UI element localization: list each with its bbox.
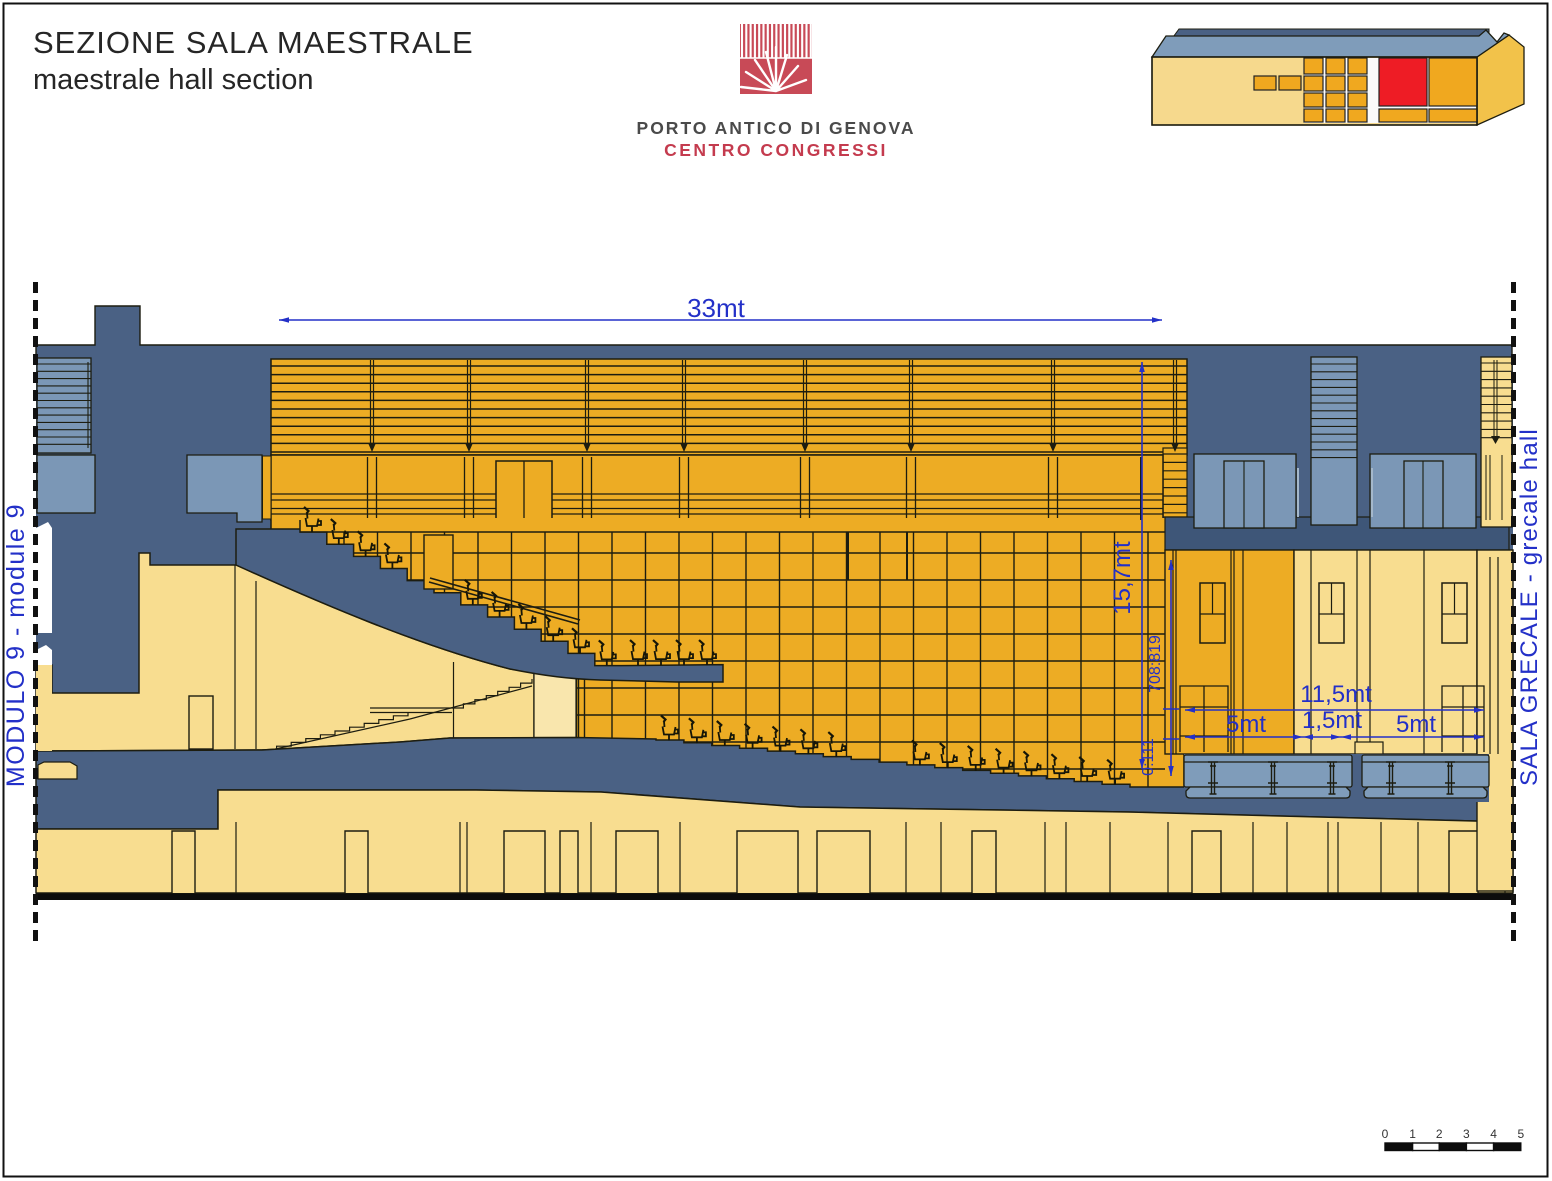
- svg-text:PORTO ANTICO DI GENOVA: PORTO ANTICO DI GENOVA: [637, 118, 916, 138]
- svg-text:SALA GRECALE - grecale hall: SALA GRECALE - grecale hall: [1516, 428, 1543, 786]
- svg-text:33mt: 33mt: [687, 293, 746, 323]
- svg-text:0:111: 0:111: [1140, 738, 1157, 776]
- svg-text:5mt: 5mt: [1226, 711, 1266, 738]
- svg-text:5mt: 5mt: [1396, 711, 1436, 738]
- svg-text:3: 3: [1463, 1127, 1470, 1141]
- svg-text:1,5mt: 1,5mt: [1302, 707, 1362, 734]
- svg-text:0: 0: [1382, 1127, 1389, 1141]
- svg-text:1: 1: [1409, 1127, 1416, 1141]
- svg-text:4: 4: [1490, 1127, 1497, 1141]
- svg-text:15,7mt: 15,7mt: [1109, 541, 1136, 615]
- svg-text:CENTRO CONGRESSI: CENTRO CONGRESSI: [664, 140, 888, 160]
- svg-text:2: 2: [1436, 1127, 1443, 1141]
- svg-text:11,5mt: 11,5mt: [1300, 681, 1372, 708]
- svg-text:MODULO 9 - module 9: MODULO 9 - module 9: [2, 503, 30, 787]
- svg-text:SEZIONE SALA MAESTRALE: SEZIONE SALA MAESTRALE: [33, 25, 474, 60]
- svg-text:maestrale hall section: maestrale hall section: [33, 64, 313, 96]
- svg-text:708:819: 708:819: [1147, 635, 1164, 693]
- svg-text:5: 5: [1517, 1127, 1524, 1141]
